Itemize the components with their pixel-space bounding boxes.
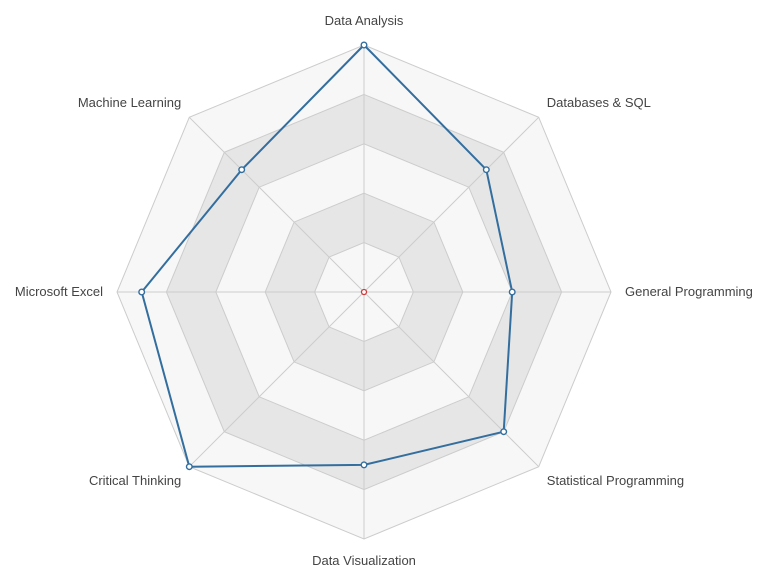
radar-series — [138, 41, 516, 471]
spoke-1 — [363, 116, 540, 293]
axis-label-data-visualization: Data Visualization — [312, 553, 416, 568]
axis-label-microsoft-excel: Microsoft Excel — [15, 284, 103, 299]
center-point — [360, 288, 368, 296]
axis-label-databases-sql: Databases & SQL — [547, 95, 651, 110]
axis-label-statistical-programming: Statistical Programming — [547, 473, 684, 488]
data-point-0[interactable] — [360, 41, 368, 49]
data-point-3[interactable] — [500, 428, 508, 436]
data-point-2[interactable] — [508, 288, 516, 296]
spoke-3 — [363, 291, 540, 468]
axis-labels: Data Analysis Databases & SQL General Prog… — [15, 13, 753, 568]
data-point-4[interactable] — [360, 461, 368, 469]
axis-label-critical-thinking: Critical Thinking — [89, 473, 181, 488]
axis-label-general-programming: General Programming — [625, 284, 753, 299]
spoke-7 — [188, 116, 365, 293]
data-point-7[interactable] — [238, 166, 246, 174]
data-point-5[interactable] — [185, 463, 193, 471]
axis-label-data-analysis: Data Analysis — [325, 13, 404, 28]
data-point-1[interactable] — [482, 166, 490, 174]
radar-spokes — [117, 45, 611, 539]
axis-label-machine-learning: Machine Learning — [78, 95, 181, 110]
data-point-6[interactable] — [138, 288, 146, 296]
spoke-5 — [188, 291, 365, 468]
